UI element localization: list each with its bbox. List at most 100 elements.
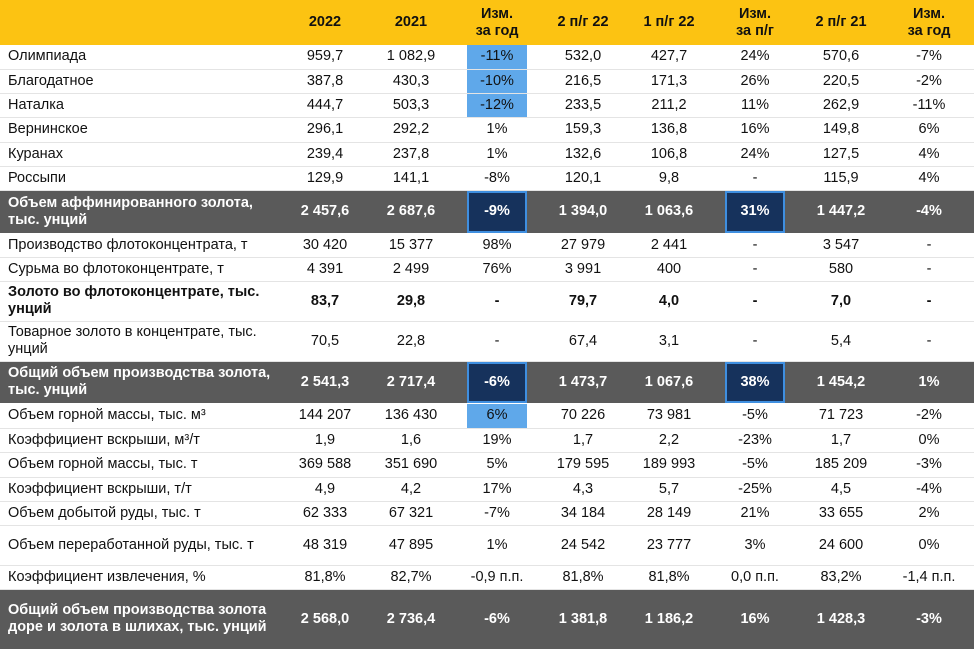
cell-text: 21% [740, 504, 770, 521]
cell-text: - [926, 260, 932, 277]
table-row: Коэффициент вскрыши, м³/т 1,9 1,6 19% 1,7 2,2… [0, 428, 974, 453]
cell: 0% [884, 525, 974, 566]
row-label: Объем аффинированного золота, тыс. унций [0, 190, 282, 234]
cell-text: -5% [742, 456, 768, 472]
cell: -2% [884, 403, 974, 429]
cell: 2,2 [626, 428, 712, 453]
row-label: Коэффициент извлечения, % [0, 565, 282, 590]
cell: 22,8 [368, 321, 454, 362]
cell: 141,1 [368, 166, 454, 191]
cell-text: - [494, 292, 500, 309]
cell-text: 503,3 [392, 96, 430, 113]
cell-text: - [926, 236, 932, 253]
cell: 9,8 [626, 166, 712, 191]
cell: -23% [712, 428, 798, 453]
cell-text: 70 226 [560, 407, 606, 423]
cell-text: Объем горной массы, тыс. т [8, 456, 198, 472]
table-row: Куранах 239,4 237,8 1% 132,6 106,8 24% 127,5 4% [0, 142, 974, 167]
cell-text: 6% [918, 121, 940, 137]
cell-text: 1 082,9 [386, 48, 436, 65]
cell-text: Товарное золото в концентрате, тыс. унци… [8, 324, 257, 357]
cell-text: 1,7 [572, 431, 594, 448]
table-row: Объем аффинированного золота, тыс. унций… [0, 190, 974, 234]
cell-text: Наталка [8, 96, 64, 113]
cell-text: 1,6 [400, 431, 422, 448]
cell-text: 1 381,8 [558, 610, 608, 627]
cell-text: 27 979 [560, 236, 606, 253]
cell: 136,8 [626, 117, 712, 143]
cell-text: 2 568,0 [300, 610, 350, 627]
header-row: 2022 2021 Изм. за год 2 п/г 22 1 п/г 22 Изм. … [0, 0, 974, 45]
cell-text: - [752, 332, 758, 349]
cell-text: -2% [916, 407, 942, 423]
table-row: Олимпиада 959,7 1 082,9 -11% 532,0 427,7 24% 57… [0, 45, 974, 70]
cell-text: 171,3 [650, 72, 688, 89]
cell: 1 381,8 [540, 589, 626, 649]
cell: 11% [712, 93, 798, 118]
cell: 129,9 [282, 166, 368, 191]
cell-text: 136,8 [650, 121, 688, 137]
cell-text: Куранах [8, 145, 63, 162]
cell-text: 6% [486, 407, 508, 423]
cell-text: Общий объем производства золота, тыс. ун… [8, 365, 271, 398]
cell-text: 2 499 [392, 260, 430, 277]
cell-text: 1 428,3 [816, 610, 866, 627]
cell-text: 132,6 [564, 145, 602, 162]
table-row: Наталка 444,7 503,3 -12% 233,5 211,2 11% 262,9 -… [0, 93, 974, 118]
cell: 81,8% [282, 565, 368, 590]
cell: -3% [884, 589, 974, 649]
cell: 1% [454, 142, 540, 167]
cell-text: 24% [740, 48, 770, 65]
cell-text: 83,7 [310, 292, 340, 309]
cell: 171,3 [626, 69, 712, 94]
column-header: 2 п/г 22 [540, 0, 626, 45]
cell: 33 655 [798, 501, 884, 526]
cell-text: 3% [744, 536, 766, 553]
cell: 189 993 [626, 452, 712, 478]
cell: 4,3 [540, 477, 626, 502]
cell-text: 1 067,6 [644, 373, 694, 390]
cell: 83,7 [282, 281, 368, 322]
table-row: Благодатное 387,8 430,3 -10% 216,5 171,3 26% 22… [0, 69, 974, 94]
cell: -4% [884, 477, 974, 502]
cell: 48 319 [282, 525, 368, 566]
cell: 5% [454, 452, 540, 478]
cell: 351 690 [368, 452, 454, 478]
cell-text: 70,5 [310, 332, 340, 349]
cell: 28 149 [626, 501, 712, 526]
cell: - [712, 281, 798, 322]
cell: 3,1 [626, 321, 712, 362]
table-row: Общий объем производства золота доре и з… [0, 589, 974, 649]
cell: 0,0 п.п. [712, 565, 798, 590]
cell-text: 2 541,3 [300, 373, 350, 390]
cell-text: 211,2 [651, 96, 687, 113]
cell-text: Россыпи [8, 169, 66, 186]
cell-text: 16% [740, 610, 770, 627]
cell-text: Вернинское [8, 121, 88, 137]
cell-text: 2% [918, 504, 940, 521]
cell: 4,5 [798, 477, 884, 502]
cell-text: 580 [828, 260, 854, 277]
column-header: 2021 [368, 0, 454, 45]
cell: 79,7 [540, 281, 626, 322]
cell: 2 687,6 [368, 190, 454, 234]
column-header: Изм. за год [884, 0, 974, 45]
cell: 1 428,3 [798, 589, 884, 649]
cell: -12% [454, 93, 540, 118]
cell-text: 3 991 [564, 260, 602, 277]
cell: 4 391 [282, 257, 368, 282]
cell-text: 427,7 [650, 48, 688, 65]
cell-text: 67,4 [568, 332, 598, 349]
cell: 0% [884, 428, 974, 453]
cell-text: 4,9 [314, 480, 336, 497]
cell-text: - [926, 332, 932, 349]
cell: -2% [884, 69, 974, 94]
cell: 6% [454, 403, 540, 429]
cell-text: Объем добытой руды, тыс. т [8, 504, 201, 521]
cell: 30 420 [282, 233, 368, 258]
cell: 38% [712, 361, 798, 404]
table-row: Производство флотоконцентрата, т 30 420 15… [0, 233, 974, 258]
cell-text: 34 184 [560, 504, 606, 521]
cell: 4,2 [368, 477, 454, 502]
cell: -5% [712, 452, 798, 478]
